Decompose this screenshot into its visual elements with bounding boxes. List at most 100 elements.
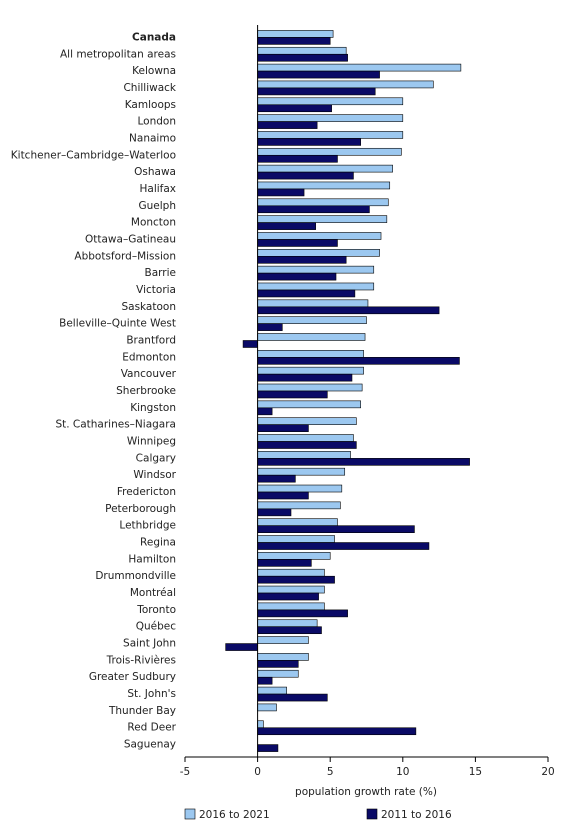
category-label: Calgary <box>136 452 176 464</box>
category-label: Brantford <box>126 334 176 346</box>
legend-label: 2011 to 2016 <box>381 809 452 821</box>
bar <box>257 147 402 156</box>
bar <box>257 256 347 264</box>
category-label: All metropolitan areas <box>60 48 176 60</box>
bar <box>257 222 316 230</box>
bar <box>257 744 279 752</box>
bar <box>257 552 331 560</box>
bar <box>257 508 292 517</box>
category-label: Kitchener–Cambridge–Waterloo <box>11 149 176 161</box>
category-label: Barrie <box>145 267 176 279</box>
bar <box>257 80 434 89</box>
bar <box>257 350 364 358</box>
category-label: Thunder Bay <box>108 705 176 717</box>
bar <box>257 198 389 207</box>
category-label: Halifax <box>139 183 176 195</box>
bar <box>257 289 356 298</box>
category-label: Lethbridge <box>119 520 176 532</box>
bar <box>257 121 318 129</box>
bar <box>257 676 273 685</box>
category-label: Belleville–Quinte West <box>59 318 176 330</box>
bar <box>257 474 296 483</box>
bar <box>257 400 361 409</box>
category-label: Hamilton <box>128 553 176 565</box>
category-label: Abbotsford–Mission <box>74 250 176 262</box>
bar <box>257 542 430 550</box>
category-label: Victoria <box>136 284 176 296</box>
x-axis-label: population growth rate (%) <box>295 786 437 798</box>
bar <box>257 390 328 399</box>
bar <box>257 215 388 223</box>
x-tick-label: 15 <box>469 766 482 778</box>
category-label: St. Catharines–Niagara <box>55 419 176 431</box>
bar <box>257 693 328 702</box>
category-label: Ottawa–Gatineau <box>85 233 176 245</box>
bar <box>257 585 325 594</box>
bar <box>257 282 375 291</box>
x-tick-label: 20 <box>541 766 554 778</box>
category-label: Saint John <box>123 638 176 650</box>
bar <box>257 272 337 281</box>
bar <box>225 643 258 651</box>
bar <box>257 703 277 712</box>
category-label: London <box>138 116 177 128</box>
category-label: Kelowna <box>132 65 176 77</box>
bar <box>257 434 354 442</box>
category-label: Windsor <box>133 469 176 481</box>
bar <box>257 373 353 382</box>
bar <box>257 171 354 180</box>
bar <box>257 188 305 197</box>
bar <box>257 232 382 240</box>
category-label: Peterborough <box>105 503 176 515</box>
category-label: Kingston <box>130 402 176 414</box>
bar <box>257 357 460 365</box>
category-label: Moncton <box>131 217 176 229</box>
bar <box>257 383 363 392</box>
category-label: Regina <box>140 537 176 549</box>
bar <box>257 535 335 543</box>
bar <box>257 53 348 62</box>
bar <box>257 407 273 416</box>
bar <box>257 30 334 38</box>
category-label: Oshawa <box>134 166 176 178</box>
bar <box>257 131 404 139</box>
bar <box>257 491 309 500</box>
bar <box>257 727 417 736</box>
bar <box>257 306 440 315</box>
category-label: Kamloops <box>125 99 176 111</box>
bar <box>257 636 309 644</box>
category-label: Fredericton <box>117 486 176 498</box>
x-tick-label: 10 <box>396 766 409 778</box>
bar <box>257 424 309 432</box>
bar <box>257 154 338 163</box>
bar <box>257 104 332 113</box>
bar <box>257 205 370 214</box>
category-label: Canada <box>132 31 176 43</box>
category-label: Saguenay <box>124 739 176 751</box>
x-tick-label: 5 <box>327 766 334 778</box>
bar <box>257 619 318 628</box>
category-label: Montréal <box>130 587 176 599</box>
bar <box>257 575 335 584</box>
bar <box>257 686 287 695</box>
bar <box>257 70 380 79</box>
bar <box>257 97 404 106</box>
legend-swatch <box>184 808 196 820</box>
category-label: Vancouver <box>121 368 177 380</box>
bar <box>257 299 369 308</box>
bar <box>257 138 361 146</box>
bar <box>257 417 357 425</box>
bar <box>257 316 367 324</box>
bar <box>257 366 364 375</box>
category-label: St. John's <box>127 688 176 700</box>
bar <box>257 265 375 274</box>
bar <box>257 609 348 618</box>
bar <box>257 518 338 526</box>
bar <box>257 451 351 459</box>
bar <box>257 249 380 257</box>
bar <box>257 720 264 729</box>
bar <box>257 525 415 533</box>
category-label: Winnipeg <box>127 436 176 448</box>
category-label: Edmonton <box>122 351 176 363</box>
bar <box>257 114 404 122</box>
